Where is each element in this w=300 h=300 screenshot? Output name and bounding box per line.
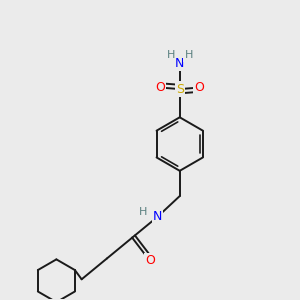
Text: H: H (139, 206, 147, 217)
Text: O: O (145, 254, 155, 267)
Text: O: O (194, 81, 204, 94)
Text: N: N (175, 57, 184, 70)
Text: H: H (184, 50, 193, 61)
Text: S: S (176, 82, 184, 96)
Text: H: H (167, 50, 175, 61)
Text: O: O (155, 81, 165, 94)
Text: N: N (153, 210, 162, 224)
